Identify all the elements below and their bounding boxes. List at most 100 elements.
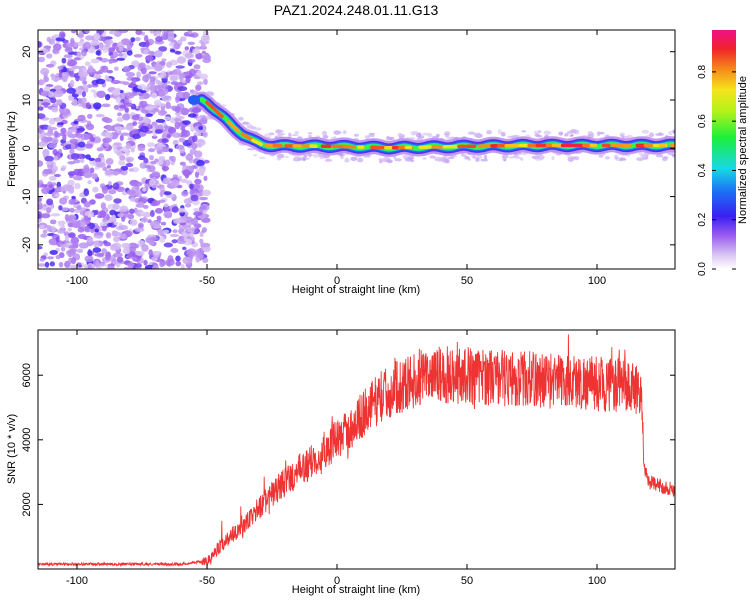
spectrogram-noise-blob xyxy=(71,196,75,199)
spectrogram-noise-blob xyxy=(112,171,121,174)
spectrogram-noise-blob xyxy=(117,112,122,116)
spectrogram-noise-blob xyxy=(117,257,124,263)
spectrogram-noise-blob xyxy=(192,108,202,113)
spectrogram-noise-blob xyxy=(190,32,198,37)
spectrogram-noise-blob xyxy=(102,104,111,108)
spectrogram-noise-blob xyxy=(199,197,208,200)
spectrogram-noise-blob xyxy=(129,219,137,226)
spectrogram-noise-blob xyxy=(105,94,110,100)
spectrogram-noise-blob xyxy=(65,47,73,53)
spectrogram-halo-blob xyxy=(536,135,542,138)
spectrogram-halo-blob xyxy=(662,157,668,161)
spectrogram-xtick-label: -50 xyxy=(199,275,215,287)
spectrogram-noise-blob xyxy=(58,205,62,210)
spectrogram-halo-blob xyxy=(422,157,426,160)
spectrogram-noise-blob xyxy=(46,53,52,58)
spectrogram-halo-blob xyxy=(285,156,289,158)
spectrogram-noise-blob xyxy=(181,108,189,116)
snr-xtick-label: 100 xyxy=(588,575,606,587)
spectrogram-noise-blob xyxy=(172,239,178,243)
spectrogram-halo-blob xyxy=(429,155,435,158)
spectrogram-noise-blob xyxy=(175,51,182,55)
spectrogram-noise-blob xyxy=(68,60,78,66)
spectrogram-noise-blob xyxy=(169,148,173,152)
spectrogram-noise-blob xyxy=(154,146,163,150)
spectrogram-noise-blob xyxy=(78,31,84,38)
spectrogram-halo-blob xyxy=(288,133,291,138)
spectrogram-noise-blob xyxy=(66,43,74,48)
spectrogram-noise-blob xyxy=(49,39,55,45)
spectrogram-halo-blob xyxy=(574,156,579,160)
spectrogram-noise-blob xyxy=(113,222,118,226)
spectrogram-halo-blob xyxy=(642,130,650,134)
spectrogram-noise-blob xyxy=(51,107,58,113)
spectrogram-halo-blob xyxy=(440,157,448,162)
spectrogram-noise-blob xyxy=(41,213,51,218)
spectrogram-noise-blob xyxy=(84,255,93,262)
spectrogram-noise-blob xyxy=(71,257,76,264)
spectrogram-noise-blob xyxy=(197,253,204,258)
spectrogram-noise-blob xyxy=(166,259,171,266)
spectrogram-noise-blob xyxy=(155,36,163,42)
spectrogram-noise-blob xyxy=(181,134,188,138)
spectrogram-noise-blob xyxy=(150,28,155,34)
spectrogram-noise-blob xyxy=(201,35,210,42)
spectrogram-noise-blob xyxy=(70,139,78,144)
spectrogram-noise-blob xyxy=(49,118,55,125)
spectrogram-noise-blob xyxy=(75,76,79,81)
spectrogram-noise-blob xyxy=(37,41,42,47)
spectrogram-noise-blob xyxy=(151,200,160,206)
spectrogram-noise-blob xyxy=(86,102,91,108)
spectrogram-noise-blob xyxy=(64,54,73,58)
spectrogram-halo-blob xyxy=(255,127,262,130)
spectrogram-noise-blob xyxy=(191,195,199,202)
colorbar-gradient xyxy=(712,30,736,269)
spectrogram-noise-blob xyxy=(134,54,143,58)
spectrogram-halo-blob xyxy=(444,131,451,135)
spectrogram-halo-blob xyxy=(588,131,594,136)
spectrogram-noise-blob xyxy=(139,132,146,137)
spectrogram-noise-blob xyxy=(58,149,62,154)
spectrogram-noise-blob xyxy=(135,30,142,35)
spectrogram-noise-blob xyxy=(119,206,128,213)
spectrogram-noise-blob xyxy=(154,100,161,106)
spectrogram-noise-blob xyxy=(181,191,188,197)
spectrogram-halo-blob xyxy=(291,134,298,136)
spectrogram-noise-blob xyxy=(108,181,112,186)
spectrogram-noise-blob xyxy=(77,249,83,254)
spectrogram-halo-blob xyxy=(468,132,475,135)
spectrogram-noise-blob xyxy=(78,71,88,77)
spectrogram-halo-blob xyxy=(570,135,573,137)
spectrogram-noise-blob xyxy=(62,58,67,64)
spectrogram-noise-blob xyxy=(149,179,155,186)
spectrogram-noise-blob xyxy=(55,193,60,197)
spectrogram-ridge-start xyxy=(188,95,200,105)
spectrogram-noise-blob xyxy=(47,136,53,141)
spectrogram-noise-blob xyxy=(154,159,158,163)
spectrogram-halo-blob xyxy=(619,158,623,162)
spectrogram-noise-blob xyxy=(130,37,135,42)
spectrogram-noise-blob xyxy=(188,42,195,45)
spectrogram-noise-blob xyxy=(50,250,58,255)
spectrogram-noise-blob xyxy=(196,168,205,173)
spectrogram-noise-blob xyxy=(145,113,153,117)
spectrogram-noise-blob xyxy=(71,153,80,160)
spectrogram-noise-blob xyxy=(60,244,69,247)
spectrogram-halo-blob xyxy=(521,130,526,132)
spectrogram-noise-blob xyxy=(87,114,92,119)
spectrogram-noise-blob xyxy=(38,142,48,147)
spectrogram-noise-blob xyxy=(186,76,191,84)
spectrogram-noise-blob xyxy=(34,204,43,210)
spectrogram-noise-blob xyxy=(193,208,199,212)
spectrogram-noise-blob xyxy=(162,166,169,171)
spectrogram-halo-blob xyxy=(620,134,623,137)
spectrogram-xtick-label: 50 xyxy=(461,275,473,287)
spectrogram-noise-blob xyxy=(112,89,120,96)
spectrogram-halo-blob xyxy=(543,131,551,135)
spectrogram-noise-blob xyxy=(96,162,106,168)
spectrogram-halo-blob xyxy=(295,131,299,134)
figure-title: PAZ1.2024.248.01.11.G13 xyxy=(274,2,439,18)
spectrogram-noise-blob xyxy=(189,69,196,76)
spectrogram-noise-blob xyxy=(105,40,110,47)
